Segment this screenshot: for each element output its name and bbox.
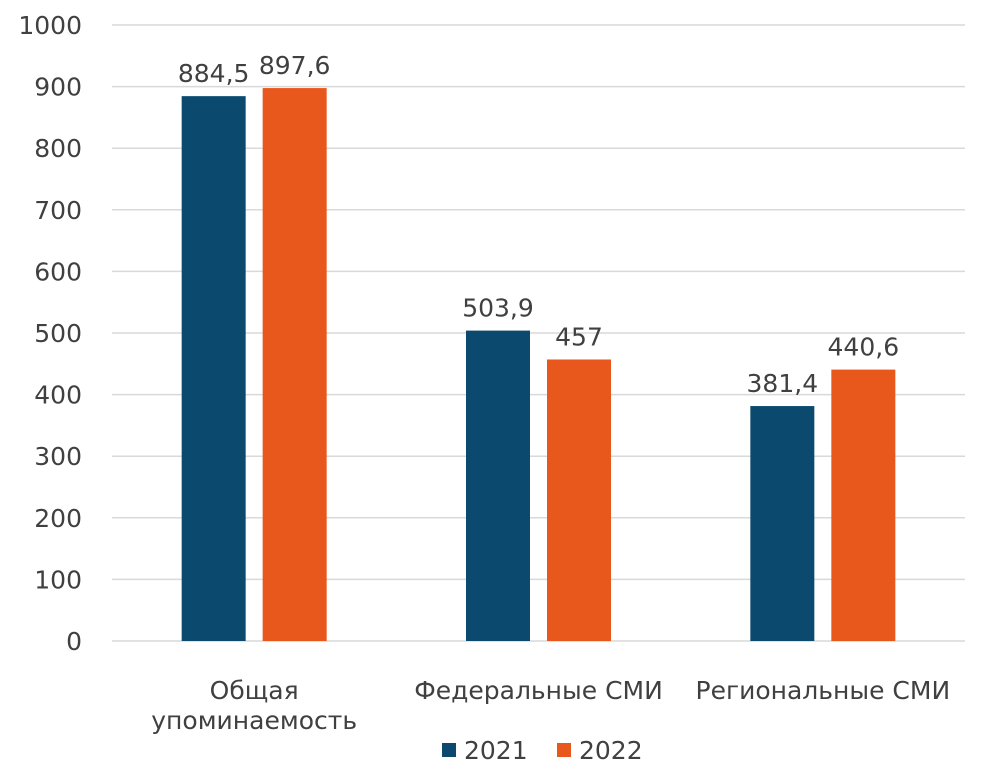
legend-swatch (557, 743, 571, 757)
data-label: 457 (555, 322, 603, 351)
x-category-label: Федеральные СМИ (414, 676, 663, 705)
x-category-label: Региональные СМИ (696, 676, 951, 705)
y-tick-label: 400 (34, 381, 82, 410)
y-tick-label: 1000 (18, 11, 82, 40)
bars (181, 88, 896, 642)
bar-2022 (262, 88, 327, 642)
data-labels: 884,5 897,6 503,9 457 381,4 440,6 (178, 51, 899, 398)
x-category-label: Общая (210, 676, 299, 705)
bar-2022 (547, 359, 611, 641)
data-label: 381,4 (747, 369, 819, 398)
data-label: 897,6 (259, 51, 331, 80)
legend-swatch (442, 743, 456, 757)
gridlines (112, 24, 965, 642)
y-tick-label: 300 (34, 442, 82, 471)
y-tick-label: 100 (34, 565, 82, 594)
y-axis-ticks: 0 100 200 300 400 500 600 700 800 900 1000 (18, 11, 82, 656)
y-tick-label: 900 (34, 73, 82, 102)
bar-2021 (466, 330, 530, 641)
y-tick-label: 500 (34, 319, 82, 348)
data-label: 503,9 (462, 294, 534, 323)
y-tick-label: 600 (34, 257, 82, 286)
y-tick-label: 200 (34, 504, 82, 533)
bar-2022 (831, 369, 896, 641)
legend-label: 2022 (579, 736, 643, 765)
data-label: 884,5 (178, 59, 250, 88)
y-tick-label: 800 (34, 134, 82, 163)
bar-2021 (181, 96, 246, 641)
legend-label: 2021 (464, 736, 528, 765)
x-category-label: упоминаемость (151, 706, 357, 735)
bar-2021 (750, 406, 815, 641)
data-label: 440,6 (828, 333, 900, 362)
legend: 2021 2022 (442, 736, 643, 765)
y-tick-label: 700 (34, 196, 82, 225)
y-tick-label: 0 (66, 627, 82, 656)
